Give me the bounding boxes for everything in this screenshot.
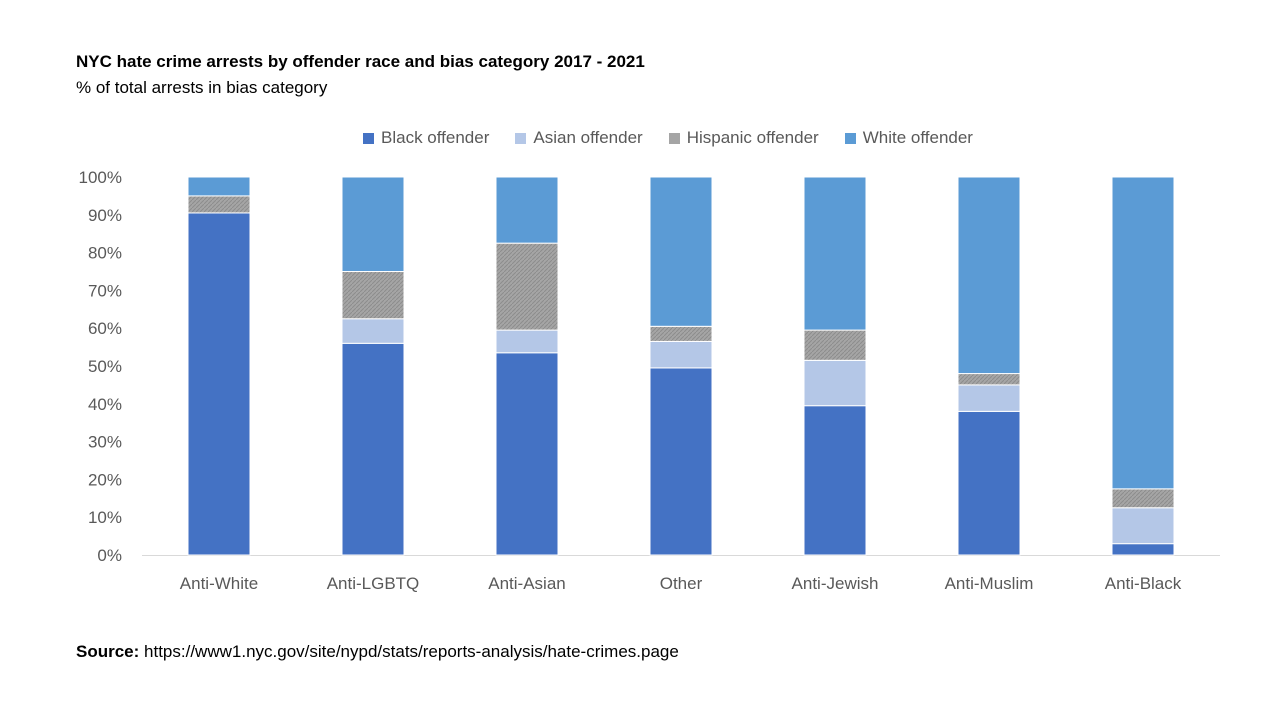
legend-item: Hispanic offender: [668, 128, 819, 148]
bar-hispanic-offender: [187, 195, 251, 214]
legend-swatch: [363, 132, 375, 144]
legend-item: White offender: [844, 128, 973, 148]
bar-asian-offender: [495, 329, 559, 354]
bar-black-offender: [649, 367, 713, 556]
chart-legend: Black offender Asian offender Hispanic off…: [0, 128, 1280, 148]
chart-subtitle: % of total arrests in bias category: [76, 78, 328, 97]
bar-asian-offender: [803, 359, 867, 407]
bar-white-offender: [649, 176, 713, 327]
bar-hispanic-offender: [957, 373, 1021, 386]
x-tick-label: Anti-LGBTQ: [327, 574, 420, 593]
bar-hispanic-offender: [649, 325, 713, 342]
legend-swatch: [844, 132, 856, 144]
y-tick-label: 30%: [88, 433, 122, 452]
bar-asian-offender: [649, 340, 713, 369]
bar-asian-offender: [957, 384, 1021, 412]
bar-white-offender: [1111, 176, 1175, 490]
y-tick-label: 70%: [88, 281, 122, 300]
source-note: Source: https://www1.nyc.gov/site/nypd/s…: [76, 642, 679, 662]
bar-white-offender: [803, 176, 867, 331]
x-tick-label: Anti-Jewish: [792, 574, 879, 593]
legend-item: Black offender: [363, 128, 489, 148]
bar-hispanic-offender: [341, 271, 405, 320]
bar-white-offender: [957, 176, 1021, 375]
y-tick-label: 100%: [79, 168, 122, 187]
legend-item: Asian offender: [515, 128, 643, 148]
y-tick-label: 40%: [88, 395, 122, 414]
bar-hispanic-offender: [495, 242, 559, 331]
legend-swatch: [515, 132, 527, 144]
legend-label: White offender: [862, 128, 973, 147]
x-tick-label: Anti-Black: [1105, 574, 1182, 593]
bar-black-offender: [495, 352, 559, 556]
y-tick-label: 80%: [88, 244, 122, 263]
y-tick-label: 90%: [88, 206, 122, 225]
legend-label: Black offender: [381, 128, 490, 147]
legend-swatch: [668, 132, 680, 144]
y-tick-label: 10%: [88, 508, 122, 527]
x-tick-label: Other: [660, 574, 703, 593]
bar-white-offender: [187, 176, 251, 197]
bar-black-offender: [957, 410, 1021, 556]
bar-asian-offender: [1111, 507, 1175, 545]
legend-label: Hispanic offender: [686, 128, 819, 147]
bar-black-offender: [803, 405, 867, 556]
bar-white-offender: [341, 176, 405, 272]
y-tick-label: 20%: [88, 470, 122, 489]
y-tick-label: 0%: [97, 546, 122, 565]
bar-black-offender: [341, 342, 405, 556]
x-tick-label: Anti-White: [180, 574, 258, 593]
bar-white-offender: [495, 176, 559, 244]
bar-asian-offender: [341, 318, 405, 344]
bar-black-offender: [187, 212, 251, 556]
x-tick-label: Anti-Asian: [488, 574, 565, 593]
source-label: Source:: [76, 642, 140, 661]
bar-black-offender: [1111, 543, 1175, 556]
legend-label: Asian offender: [533, 128, 643, 147]
bar-hispanic-offender: [803, 329, 867, 361]
x-tick-label: Anti-Muslim: [945, 574, 1034, 593]
chart-title: NYC hate crime arrests by offender race …: [76, 52, 645, 71]
bar-hispanic-offender: [1111, 488, 1175, 509]
y-tick-label: 50%: [88, 357, 122, 376]
y-tick-label: 60%: [88, 319, 122, 338]
source-url[interactable]: https://www1.nyc.gov/site/nypd/stats/rep…: [144, 642, 679, 661]
